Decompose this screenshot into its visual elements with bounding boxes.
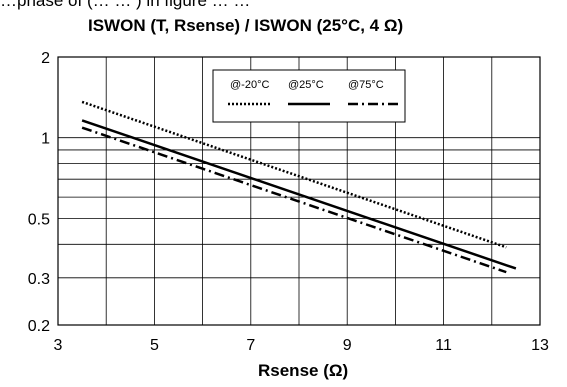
series-line-1 xyxy=(81,119,517,270)
series-line-2 xyxy=(81,126,507,274)
x-tick-label: 5 xyxy=(150,337,159,354)
clipped-top-text: …phase of (… … ) in figure … … xyxy=(0,0,251,10)
x-axis-label: Rsense (Ω) xyxy=(258,361,349,380)
x-tick-label: 3 xyxy=(54,337,63,354)
y-tick-label: 0.5 xyxy=(28,211,50,228)
legend-box xyxy=(212,69,406,123)
x-tick-label: 7 xyxy=(246,337,255,354)
y-tick-label: 0.3 xyxy=(28,271,50,288)
plot-frame xyxy=(57,56,541,326)
legend-label-25: @25°C xyxy=(288,79,324,91)
chart-title: ISWON (T, Rsense) / ISWON (25°C, 4 Ω) xyxy=(88,16,404,35)
tick-labels: 3 5 7 9 11 13 0.2 0.3 0.5 1 2 xyxy=(28,50,549,354)
legend: @-20°C @25°C @75°C xyxy=(212,69,406,123)
legend-label-minus20: @-20°C xyxy=(230,79,269,91)
y-tick-label: 0.2 xyxy=(28,318,50,335)
y-tick-label: 1 xyxy=(41,131,50,148)
x-tick-label: 9 xyxy=(343,337,352,354)
x-tick-label: 11 xyxy=(435,337,452,354)
series-line-0 xyxy=(81,100,507,249)
y-tick-label: 2 xyxy=(41,50,50,67)
legend-label-75: @75°C xyxy=(348,79,384,91)
series-group xyxy=(81,100,517,274)
x-tick-label: 13 xyxy=(531,337,549,354)
